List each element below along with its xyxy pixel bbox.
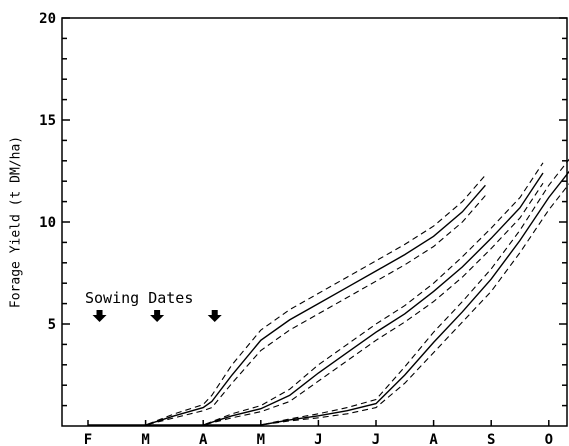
annotation-layer: Sowing Dates <box>85 289 222 322</box>
series-1-lower-bound <box>88 195 486 426</box>
ticks-layer: F M A M J J A S O 5 10 15 20 <box>39 11 567 446</box>
y-tick-label: 20 <box>39 11 56 27</box>
plot-frame <box>61 17 568 427</box>
series-1-upper-bound <box>88 174 486 426</box>
x-tick-label: M <box>141 432 149 446</box>
x-tick-label: O <box>545 432 553 446</box>
y-tick-label: 10 <box>39 215 56 231</box>
y-tick-label: 5 <box>48 317 56 333</box>
sowing-dates-label: Sowing Dates <box>85 289 193 307</box>
x-tick-label: S <box>487 432 495 446</box>
x-tick-label: A <box>199 432 208 446</box>
x-tick-label: A <box>429 432 438 446</box>
y-tick-label: 15 <box>39 113 56 129</box>
series-3-lower-bound <box>203 183 569 426</box>
series-3-upper-bound <box>203 158 569 426</box>
x-tick-label: F <box>84 432 92 446</box>
x-tick-label: M <box>257 432 265 446</box>
y-axis-label: Forage Yield (t DM/ha) <box>9 136 24 308</box>
series-3-line <box>203 170 569 426</box>
sowing-arrow-icon <box>92 310 107 322</box>
series-1-line <box>88 184 486 426</box>
sowing-arrow-icon <box>150 310 165 322</box>
x-tick-label: J <box>314 432 322 446</box>
sowing-arrow-icon <box>207 310 222 322</box>
x-tick-label: J <box>372 432 380 446</box>
series-2-lower-bound <box>145 182 544 426</box>
series-2-line <box>145 172 544 426</box>
series-layer <box>88 158 569 426</box>
series-2-upper-bound <box>145 162 544 426</box>
